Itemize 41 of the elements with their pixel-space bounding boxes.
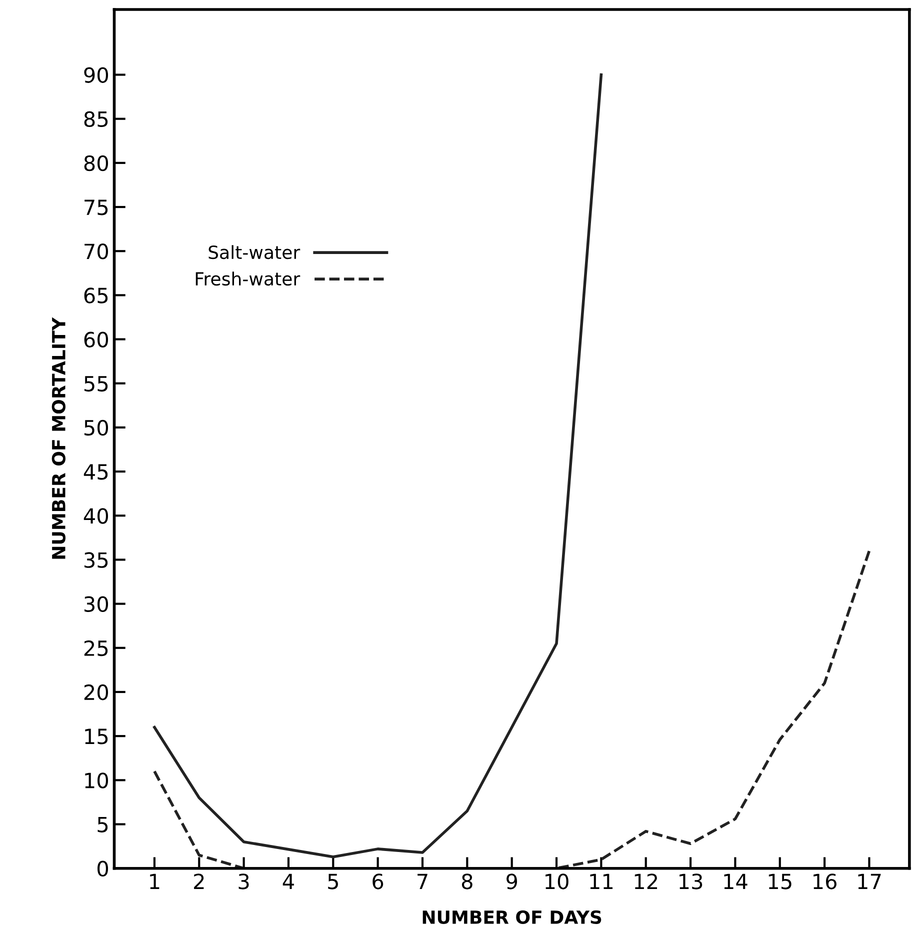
y-tick-label: 25 — [84, 640, 108, 656]
x-tick-label: 8 — [462, 874, 472, 890]
y-tick-label: 30 — [84, 596, 108, 612]
y-tick-label: 75 — [84, 200, 108, 216]
y-tick-label: 10 — [85, 772, 108, 788]
y-tick-label: 5 — [98, 816, 108, 832]
x-tick-label: 11 — [590, 874, 613, 890]
x-tick-label: 17 — [858, 874, 881, 890]
y-tick-label: 15 — [85, 728, 108, 744]
x-tick-label: 4 — [282, 874, 294, 890]
y-tick-label: 70 — [84, 244, 108, 260]
x-tick-label: 1 — [150, 874, 160, 890]
x-tick-label: 5 — [328, 874, 338, 890]
legend-label: Fresh-water — [196, 272, 300, 286]
y-tick-label: 40 — [84, 508, 108, 524]
y-axis-title: NUMBER OF MORTALITY — [52, 317, 66, 559]
x-tick-label: 3 — [238, 874, 249, 890]
x-axis-title: NUMBER OF DAYS — [422, 910, 602, 924]
y-tick-label: 80 — [84, 155, 108, 172]
y-tick-label: 0 — [98, 860, 108, 877]
y-tick-label: 60 — [84, 332, 108, 348]
x-tick-label: 16 — [814, 874, 836, 890]
x-tick-label: 10 — [546, 874, 568, 890]
x-tick-label: 13 — [680, 874, 702, 890]
y-tick-label: 50 — [84, 420, 108, 436]
x-tick-label: 14 — [724, 874, 748, 890]
x-tick-label: 7 — [418, 874, 428, 890]
x-tick-label: 2 — [194, 874, 204, 890]
y-tick-label: 85 — [84, 111, 108, 128]
x-tick-label: 9 — [506, 874, 518, 890]
y-tick-label: 45 — [84, 464, 108, 480]
y-tick-label: 35 — [84, 552, 108, 568]
legend-label: Salt-water — [208, 245, 300, 260]
y-tick-label: 55 — [84, 376, 108, 392]
y-tick-label: 65 — [84, 288, 108, 304]
x-tick-label: 12 — [634, 874, 658, 890]
line-series — [153, 73, 603, 858]
x-tick-label: 6 — [372, 874, 384, 890]
x-tick-label: 15 — [768, 874, 792, 890]
y-tick-label: 90 — [84, 67, 108, 83]
y-tick-label: 20 — [84, 684, 108, 700]
